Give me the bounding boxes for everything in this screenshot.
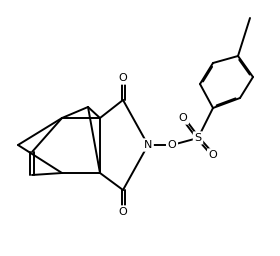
Text: N: N bbox=[144, 140, 152, 150]
Text: O: O bbox=[168, 140, 176, 150]
Text: S: S bbox=[194, 133, 202, 143]
Text: O: O bbox=[119, 207, 127, 217]
Text: O: O bbox=[119, 73, 127, 83]
Text: O: O bbox=[209, 150, 217, 160]
Text: O: O bbox=[179, 113, 187, 123]
